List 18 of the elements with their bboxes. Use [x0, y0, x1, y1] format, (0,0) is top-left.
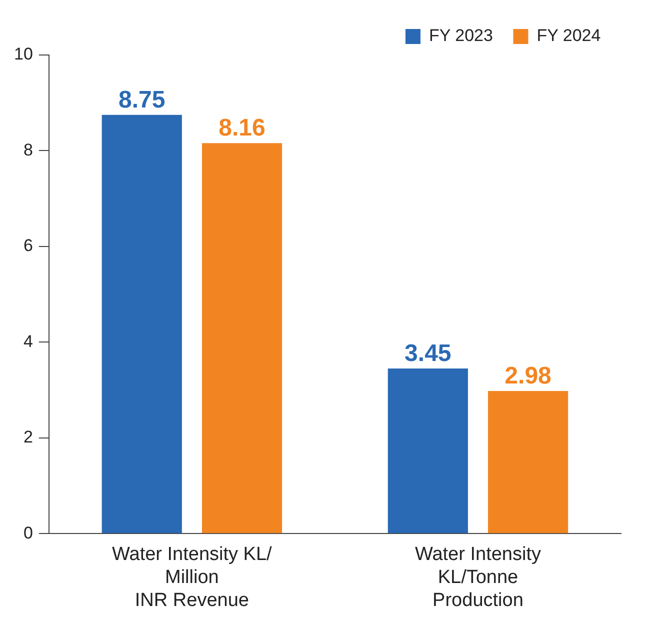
bar — [202, 143, 282, 534]
bar — [488, 390, 568, 534]
data-label: 3.45 — [404, 340, 452, 368]
bar — [388, 368, 468, 534]
data-label: 8.16 — [218, 114, 266, 142]
legend-label: FY 2023 — [428, 26, 493, 46]
data-label: 8.75 — [118, 86, 166, 114]
x-tick-label: Water Intensity KL/Tonne Production — [414, 544, 542, 611]
y-tick-label: 6 — [23, 236, 33, 256]
y-tick-label: 2 — [23, 428, 33, 447]
x-tick-label: Water Intensity KL/ Million INR Revenue — [112, 544, 273, 611]
y-tick-label: 8 — [23, 140, 33, 160]
legend-label: FY 2024 — [536, 26, 601, 46]
y-tick-label: 4 — [23, 332, 33, 351]
y-tick-label: 10 — [14, 44, 33, 64]
bar — [102, 114, 182, 534]
y-tick-label: 0 — [23, 523, 33, 542]
data-label: 2.98 — [504, 362, 552, 390]
